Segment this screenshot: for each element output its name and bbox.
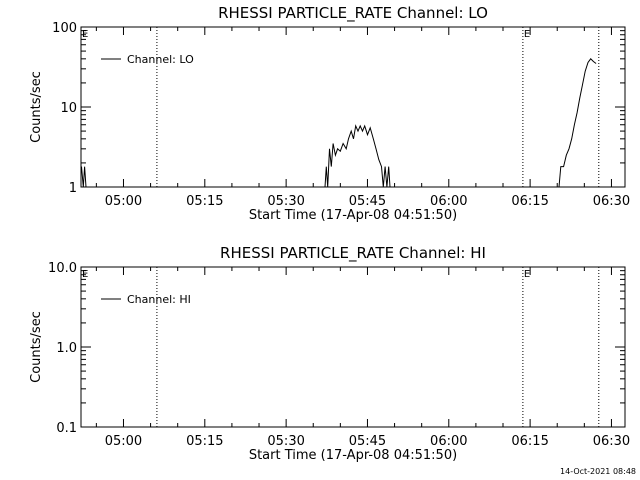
legend-label: Channel: HI bbox=[127, 293, 191, 306]
chart-panel-hi: RHESSI PARTICLE_RATE Channel: HIE E05:00 0… bbox=[29, 244, 630, 463]
y-tick-label: 1 bbox=[69, 181, 77, 196]
chart-title: RHESSI PARTICLE_RATE Channel: HI bbox=[220, 244, 486, 263]
y-tick-label: 0.1 bbox=[56, 421, 77, 436]
series-line-lo bbox=[324, 124, 391, 188]
x-tick-label: 05:15 bbox=[186, 194, 223, 209]
x-axis-label: Start Time (17-Apr-08 04:51:50) bbox=[249, 208, 457, 223]
y-tick-label: 10 bbox=[60, 101, 77, 116]
x-tick-label: 06:00 bbox=[430, 434, 467, 449]
x-tick-label: 06:15 bbox=[511, 194, 548, 209]
flag-label: E bbox=[524, 29, 530, 40]
chart-title: RHESSI PARTICLE_RATE Channel: LO bbox=[218, 4, 488, 23]
x-tick-label: 06:00 bbox=[430, 194, 467, 209]
series-line-lo bbox=[558, 58, 597, 188]
y-tick-label: 1.0 bbox=[56, 341, 77, 356]
x-tick-label: 06:30 bbox=[593, 434, 630, 449]
y-axis-label: Counts/sec bbox=[29, 311, 44, 383]
x-tick-label: 05:00 bbox=[105, 434, 142, 449]
plot-frame bbox=[80, 266, 626, 428]
series-line-lo bbox=[81, 166, 87, 188]
y-axis-label: Counts/sec bbox=[29, 71, 44, 143]
x-tick-label: 05:30 bbox=[267, 194, 304, 209]
chart-panel-lo: RHESSI PARTICLE_RATE Channel: LOE E05:00 0… bbox=[29, 4, 630, 223]
x-tick-label: 06:15 bbox=[511, 434, 548, 449]
legend-label: Channel: LO bbox=[127, 53, 194, 66]
x-tick-label: 05:45 bbox=[349, 194, 386, 209]
footer-timestamp: 14-Oct-2021 08:48 bbox=[560, 467, 636, 476]
x-tick-label: 05:30 bbox=[267, 434, 304, 449]
y-tick-label: 100 bbox=[52, 21, 77, 36]
x-tick-label: 06:30 bbox=[593, 194, 630, 209]
plot-frame bbox=[80, 26, 626, 188]
flag-label: E bbox=[524, 269, 530, 280]
x-tick-label: 05:00 bbox=[105, 194, 142, 209]
x-tick-label: 05:15 bbox=[186, 434, 223, 449]
x-axis-label: Start Time (17-Apr-08 04:51:50) bbox=[249, 448, 457, 463]
y-tick-label: 10.0 bbox=[48, 261, 77, 276]
x-tick-label: 05:45 bbox=[349, 434, 386, 449]
